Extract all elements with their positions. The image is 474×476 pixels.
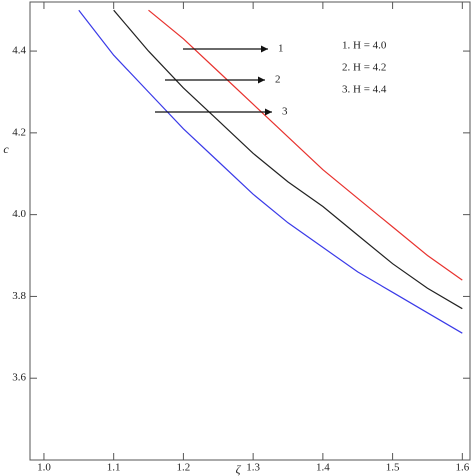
arrow-label: 1 [278,43,284,55]
y-tick-label: 4.4 [12,45,26,57]
x-axis-label: ζ [236,462,242,476]
plot-frame [29,1,471,461]
arrow-label: 2 [275,74,281,86]
x-tick-label: 1.3 [246,462,260,474]
y-tick-label: 4.0 [12,208,26,220]
x-tick-label: 1.5 [386,462,400,474]
legend-entry: 1. H = 4.0 [342,40,387,52]
y-tick-label: 4.2 [12,126,26,138]
curve [148,9,463,281]
x-tick-label: 1.1 [107,462,121,474]
y-tick-label: 3.8 [12,290,26,302]
curve [78,9,463,334]
x-tick-label: 1.2 [177,462,191,474]
x-tick-label: 1.0 [37,462,51,474]
legend-entry: 3. H = 4.4 [342,84,387,96]
y-tick-label: 3.6 [12,372,26,384]
x-tick-label: 1.4 [316,462,330,474]
y-axis-label: c [3,142,9,156]
x-tick-label: 1.6 [455,462,469,474]
legend-entry: 2. H = 4.2 [342,62,386,74]
curve [113,9,463,310]
arrow-label: 3 [282,106,288,118]
